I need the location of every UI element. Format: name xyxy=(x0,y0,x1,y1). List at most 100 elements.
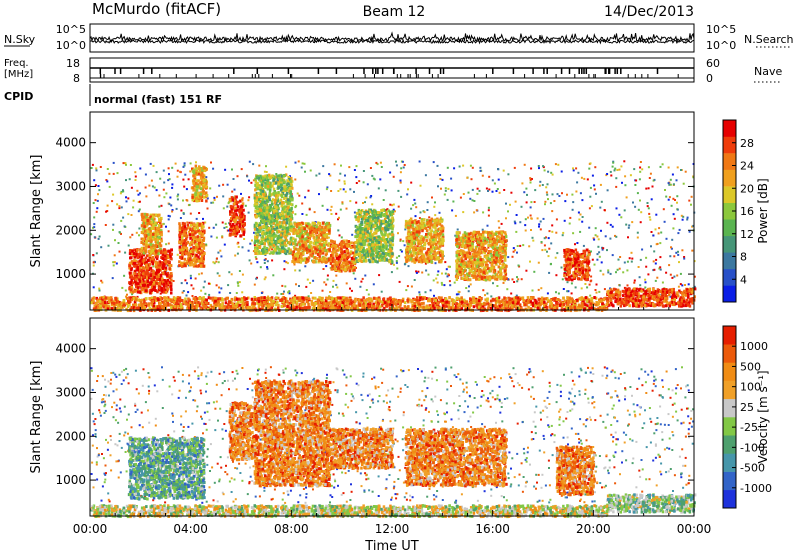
echo-cell xyxy=(359,248,362,252)
echo-cell xyxy=(122,189,124,192)
echo-cell xyxy=(348,166,351,169)
echo-cell xyxy=(402,240,405,243)
echo-cell xyxy=(596,235,599,238)
echo-cell xyxy=(208,226,211,229)
echo-cell xyxy=(95,169,98,172)
echo-cell xyxy=(371,249,374,253)
nave-trace xyxy=(90,74,694,79)
echo-cell xyxy=(215,236,218,239)
echo-cell xyxy=(661,163,664,166)
echo-cell xyxy=(413,279,416,281)
echo-cell xyxy=(515,294,518,297)
echo-cell xyxy=(143,272,147,276)
echo-cell xyxy=(142,251,146,255)
echo-cell xyxy=(450,177,453,180)
echo-cell xyxy=(288,215,291,218)
echo-cell xyxy=(606,173,609,175)
echo-cell xyxy=(589,294,592,297)
echo-cell xyxy=(183,164,186,167)
echo-cell xyxy=(277,182,280,186)
echo-cell xyxy=(424,291,427,294)
echo-cell xyxy=(636,231,639,234)
echo-cell xyxy=(190,242,193,246)
echo-cell xyxy=(176,253,179,256)
echo-cell xyxy=(148,232,152,236)
echo-cell xyxy=(366,234,369,237)
echo-cell xyxy=(196,247,199,251)
echo-cell xyxy=(150,289,153,293)
echo-cell xyxy=(276,292,279,295)
echo-cell xyxy=(265,199,269,203)
echo-cell xyxy=(374,259,377,263)
echo-cell xyxy=(127,197,130,200)
echo-cell xyxy=(636,236,639,239)
echo-cell xyxy=(205,243,208,246)
echo-cell xyxy=(170,278,173,282)
echo-cell xyxy=(155,171,158,174)
echo-cell xyxy=(189,228,192,232)
echo-cell xyxy=(574,286,577,289)
echo-cell xyxy=(138,208,141,211)
echo-cell xyxy=(556,252,559,255)
echo-cell xyxy=(384,228,387,232)
echo-cell xyxy=(309,230,312,234)
echo-cell xyxy=(482,211,485,214)
echo-cell xyxy=(609,223,612,226)
echo-cell xyxy=(296,254,300,258)
echo-cell xyxy=(210,201,213,204)
echo-cell xyxy=(259,214,263,218)
echo-cell xyxy=(311,227,314,230)
echo-cell xyxy=(390,249,393,253)
echo-cell xyxy=(150,220,153,224)
echo-cell xyxy=(136,189,139,192)
echo-cell xyxy=(355,165,358,168)
echo-cell xyxy=(294,294,297,297)
echo-cell xyxy=(653,250,656,253)
echo-cell xyxy=(530,178,533,180)
echo-cell xyxy=(157,252,160,256)
echo-cell xyxy=(378,245,381,249)
echo-cell xyxy=(140,224,144,228)
echo-cell xyxy=(665,271,668,274)
echo-cell xyxy=(194,229,197,233)
echo-cell xyxy=(166,287,169,291)
echo-cell xyxy=(374,218,378,222)
echo-cell xyxy=(191,195,194,199)
echo-cell xyxy=(376,246,379,249)
echo-cell xyxy=(546,183,549,186)
echo-cell xyxy=(295,223,299,226)
echo-cell xyxy=(93,236,96,239)
echo-cell xyxy=(240,192,242,195)
echo-cell xyxy=(399,171,402,174)
echo-cell xyxy=(259,228,262,232)
echo-cell xyxy=(239,234,242,238)
echo-cell xyxy=(191,248,194,252)
echo-cell xyxy=(306,239,309,243)
echo-cell xyxy=(638,178,641,181)
echo-cell xyxy=(355,250,358,254)
echo-cell xyxy=(185,227,188,231)
echo-cell xyxy=(531,236,534,239)
echo-cell xyxy=(500,222,503,225)
echo-cell xyxy=(545,191,548,194)
echo-cell xyxy=(354,277,357,280)
echo-cell xyxy=(142,219,145,223)
echo-cell xyxy=(130,186,133,189)
echo-cell xyxy=(240,168,243,171)
echo-cell xyxy=(571,193,574,196)
echo-cell xyxy=(343,258,346,262)
echo-cell xyxy=(201,239,205,242)
echo-cell xyxy=(345,207,348,210)
echo-cell xyxy=(505,217,507,220)
echo-cell xyxy=(229,233,232,237)
echo-cell xyxy=(178,238,182,242)
noise-panel: N.Sky 10^5 10^0 10^5 10^0 N.Search xyxy=(4,23,794,53)
echo-cell xyxy=(372,257,375,261)
echo-cell xyxy=(676,195,679,198)
echo-cell xyxy=(271,184,274,188)
echo-cell xyxy=(419,184,422,187)
echo-cell xyxy=(395,256,398,259)
echo-cell xyxy=(681,249,684,252)
echo-cell xyxy=(181,252,184,256)
echo-cell xyxy=(330,205,333,208)
